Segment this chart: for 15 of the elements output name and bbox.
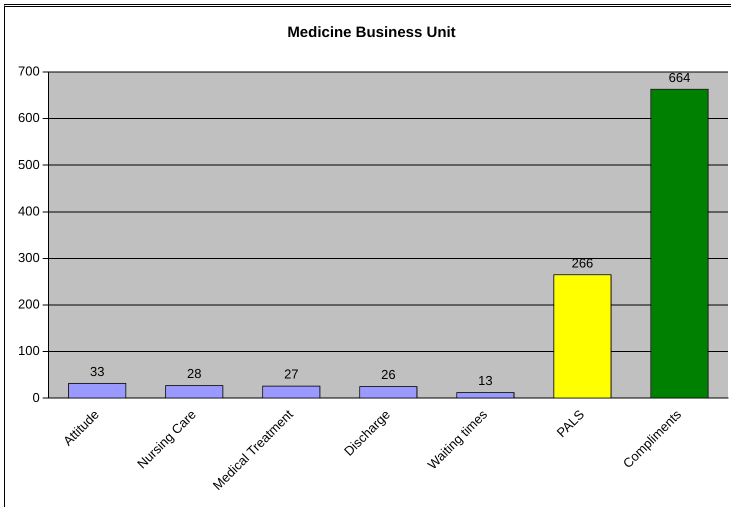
- y-tick-label: 0: [32, 390, 40, 405]
- y-tick-label: 600: [18, 110, 40, 126]
- chart-title: Medicine Business Unit: [287, 24, 456, 42]
- y-tick-label: 100: [18, 343, 40, 358]
- y-tick-label: 300: [18, 250, 40, 265]
- data-label: 26: [381, 367, 396, 382]
- data-label: 664: [668, 70, 690, 85]
- y-tick-label: 200: [18, 296, 40, 312]
- data-label: 13: [478, 373, 493, 388]
- data-label: 27: [284, 366, 299, 382]
- y-tick-label: 400: [18, 203, 40, 218]
- y-tick-label: 500: [18, 156, 40, 172]
- data-label: 28: [187, 366, 202, 382]
- data-label: 33: [90, 364, 104, 379]
- y-tick-label: 700: [18, 64, 40, 79]
